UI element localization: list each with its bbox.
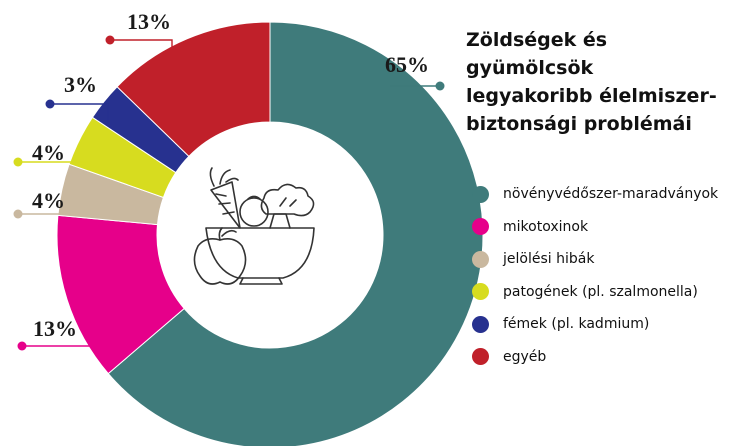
title-line-3: biztonsági problémái bbox=[466, 113, 692, 135]
legend-label: mikotoxinok bbox=[503, 218, 589, 235]
leader-dot bbox=[17, 341, 27, 351]
chart-slices bbox=[56, 21, 484, 446]
leader-dot bbox=[13, 209, 23, 219]
legend-swatch bbox=[472, 315, 489, 333]
legend-item: növényvédőszer-maradványok bbox=[472, 178, 718, 211]
legend-item: mikotoxinok bbox=[472, 211, 718, 244]
title-line-2: legyakoribb élelmiszer- bbox=[466, 85, 717, 107]
donut-slice bbox=[107, 21, 484, 446]
legend-swatch bbox=[472, 348, 489, 366]
percentage-label: 13% bbox=[127, 9, 171, 34]
percentage-label: 13% bbox=[33, 316, 77, 341]
legend-label: jelölési hibák bbox=[503, 251, 595, 268]
percentage-labels: 65% 13% 4% 4% 3% 13% bbox=[32, 9, 429, 341]
leader-line bbox=[110, 39, 173, 80]
leader-line bbox=[50, 103, 109, 124]
legend-label: növényvédőszer-maradványok bbox=[503, 186, 719, 203]
legend-item: fémek (pl. kadmium) bbox=[472, 308, 718, 341]
leader-dot bbox=[45, 99, 55, 109]
legend-label: egyéb bbox=[503, 348, 547, 365]
legend-label: patogének (pl. szalmonella) bbox=[503, 283, 698, 300]
percentage-label: 4% bbox=[32, 140, 65, 165]
legend-swatch bbox=[472, 283, 489, 301]
percentage-label: 4% bbox=[32, 188, 65, 213]
chart-title: Zöldségek és gyümölcsök legyakoribb élel… bbox=[466, 26, 736, 138]
donut-slice bbox=[116, 21, 271, 158]
legend-swatch bbox=[472, 250, 489, 268]
legend-label: fémek (pl. kadmium) bbox=[503, 316, 650, 333]
label-leader-lines bbox=[13, 35, 445, 351]
legend-item: patogének (pl. szalmonella) bbox=[472, 276, 718, 309]
percentage-label: 3% bbox=[64, 72, 97, 97]
vegetable-bowl-icon bbox=[193, 167, 315, 285]
leader-dot bbox=[105, 35, 115, 45]
leader-dot bbox=[435, 81, 445, 91]
legend-item: jelölési hibák bbox=[472, 243, 718, 276]
leader-line bbox=[22, 321, 113, 347]
chart-legend: növényvédőszer-maradványok mikotoxinok j… bbox=[472, 178, 718, 373]
leader-dot bbox=[13, 157, 23, 167]
legend-swatch bbox=[472, 185, 489, 203]
title-line-1: Zöldségek és gyümölcsök bbox=[466, 29, 608, 79]
legend-swatch bbox=[472, 218, 489, 236]
legend-item: egyéb bbox=[472, 341, 718, 374]
percentage-label: 65% bbox=[385, 52, 429, 77]
